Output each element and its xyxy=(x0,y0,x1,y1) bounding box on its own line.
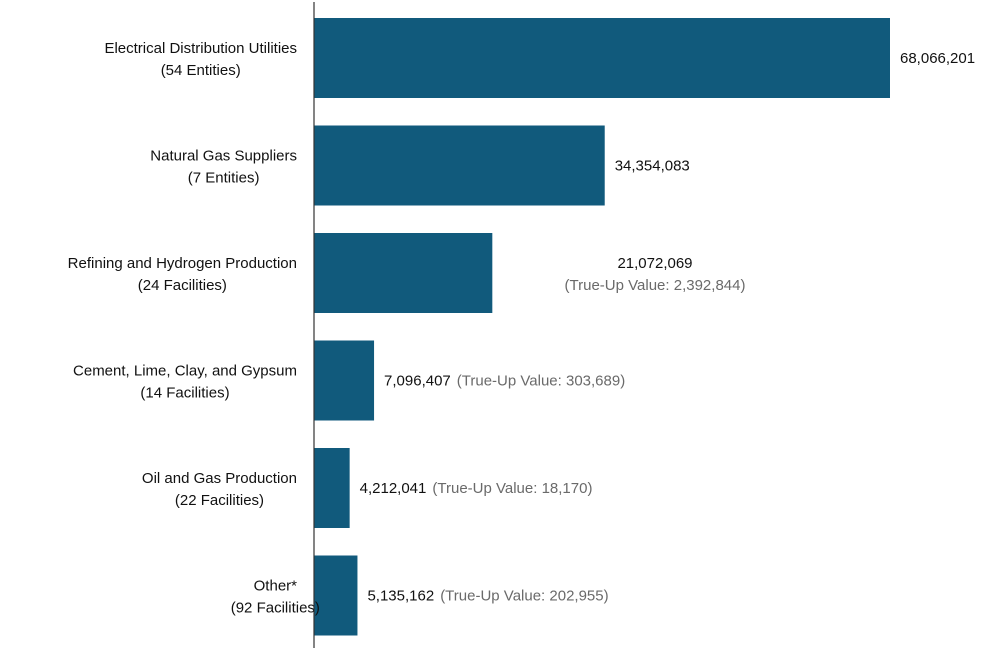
bar xyxy=(314,340,375,421)
bar xyxy=(314,125,605,206)
category-label: Refining and Hydrogen Production xyxy=(68,255,297,272)
category-label: Electrical Distribution Utilities xyxy=(104,40,297,57)
value-label: 34,354,083 xyxy=(615,158,690,175)
bar xyxy=(314,18,890,98)
category-sublabel: (22 Facilities) xyxy=(175,492,264,509)
true-up-label: (True-Up Value: 303,689) xyxy=(457,373,625,390)
true-up-label: (True-Up Value: 2,392,844) xyxy=(565,277,746,294)
category-sublabel: (24 Facilities) xyxy=(138,277,227,294)
category-label: Other* xyxy=(254,578,298,595)
category-sublabel: (14 Facilities) xyxy=(140,385,229,402)
true-up-label: (True-Up Value: 18,170) xyxy=(432,480,592,497)
category-label: Natural Gas Suppliers xyxy=(150,148,297,165)
true-up-label: (True-Up Value: 202,955) xyxy=(440,588,608,605)
category-sublabel: (54 Entities) xyxy=(161,62,241,79)
value-label: 7,096,407 xyxy=(384,373,451,390)
category-sublabel: (7 Entities) xyxy=(188,170,260,187)
category-label: Oil and Gas Production xyxy=(142,470,297,487)
value-label: 4,212,041 xyxy=(360,480,427,497)
category-label: Cement, Lime, Clay, and Gypsum xyxy=(73,363,297,380)
value-label: 5,135,162 xyxy=(367,588,434,605)
bar xyxy=(314,448,350,528)
bar xyxy=(314,233,493,313)
bar xyxy=(314,555,358,636)
value-label: 21,072,069 xyxy=(617,255,692,272)
category-sublabel: (92 Facilities) xyxy=(231,600,320,617)
value-label: 68,066,201 xyxy=(900,50,975,67)
